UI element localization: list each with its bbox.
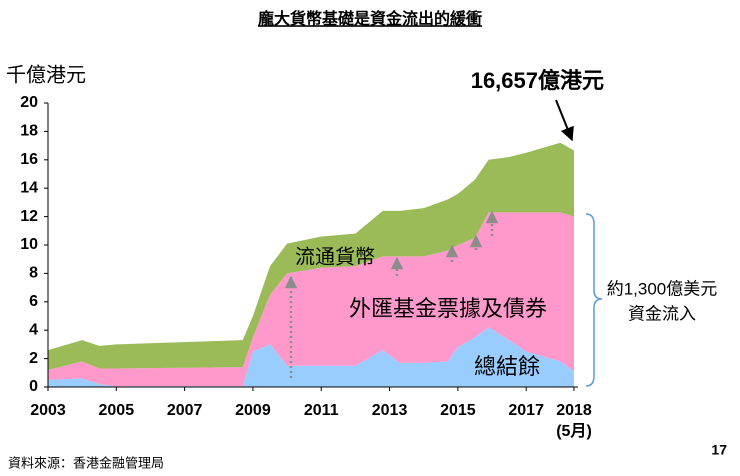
series-label: 總結餘 [474, 354, 540, 379]
axes: 0 2 4 6 8 10 12 14 16 18 20 2003 2005 2007 2009 2011 201… [20, 94, 592, 419]
y-tick-label: 14 [20, 179, 38, 196]
x-note: (5月) [556, 422, 592, 440]
x-tick-label: 2017 [508, 402, 544, 419]
x-tick-label: 2005 [99, 402, 135, 419]
y-axis-label: 千億港元 [6, 63, 86, 86]
area [48, 212, 574, 387]
y-tick-label: 8 [29, 265, 38, 282]
series-label: 外匯基金票據及債券 [349, 296, 547, 321]
x-tick-label: 2011 [304, 402, 339, 419]
annotation-arrow [555, 99, 574, 142]
y-tick-label: 18 [20, 123, 38, 140]
source: 資料來源：香港金融管理局 [8, 455, 164, 470]
page-number: 17 [711, 442, 727, 458]
annotation: 資金流入 [628, 304, 696, 323]
area [48, 142, 574, 370]
y-tick-label: 20 [20, 94, 38, 111]
x-tick-label: 2013 [372, 402, 408, 419]
area [48, 327, 574, 387]
annotation: 約1,300億美元 [607, 279, 718, 298]
x-tick-label: 2018 [556, 402, 592, 419]
x-tick-label: 2009 [235, 402, 271, 419]
y-tick-label: 10 [20, 236, 38, 253]
dotted-arrows [284, 210, 499, 378]
y-tick-label: 16 [20, 151, 38, 168]
areas [48, 142, 574, 387]
x-tick-label: 2003 [30, 402, 66, 419]
x-tick-label: 2007 [167, 402, 203, 419]
chart-title: 龐大貨幣基礎是資金流出的緩衝 [258, 9, 482, 28]
y-tick-label: 12 [20, 208, 38, 225]
y-tick-label: 0 [29, 378, 38, 395]
y-tick-label: 2 [29, 350, 38, 367]
brace [585, 213, 603, 387]
y-tick-label: 6 [29, 293, 38, 310]
series-label: 流通貨幣 [295, 245, 375, 268]
y-tick-label: 4 [29, 321, 38, 338]
annotation: 16,657億港元 [471, 68, 604, 93]
x-tick-label: 2015 [440, 402, 476, 419]
